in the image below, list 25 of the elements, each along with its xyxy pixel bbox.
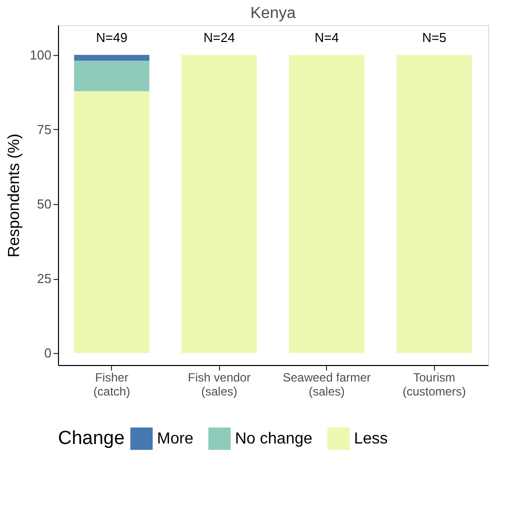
annotation: N=4 <box>314 30 339 45</box>
x-tick-label: Seaweed farmer (sales) <box>282 370 371 398</box>
chart-title: Kenya <box>250 5 296 22</box>
legend-title: Change <box>58 428 125 449</box>
y-tick-label: 25 <box>37 271 52 286</box>
y-tick-label: 50 <box>37 196 52 212</box>
x-tick-label: Tourism (customers) <box>402 370 466 398</box>
annotation: N=24 <box>204 30 235 45</box>
bar <box>182 54 257 354</box>
y-axis-title: Respondents (%) <box>6 134 23 258</box>
bar <box>74 54 150 61</box>
legend-label: Less <box>354 430 388 448</box>
bar <box>74 91 150 354</box>
bar <box>74 60 150 92</box>
x-tick-label: Fish vendor (sales) <box>188 370 251 398</box>
annotation: N=49 <box>96 30 128 45</box>
legend-label: No change <box>235 430 312 448</box>
annotation: N=5 <box>422 30 446 45</box>
y-tick-label: 75 <box>37 122 52 137</box>
bar <box>289 54 364 354</box>
y-tick-label: 100 <box>30 47 52 62</box>
bar <box>396 54 472 354</box>
x-tick-label: Fisher (catch) <box>93 370 130 398</box>
y-tick-label: 0 <box>44 346 52 361</box>
legend-label: More <box>157 430 194 448</box>
